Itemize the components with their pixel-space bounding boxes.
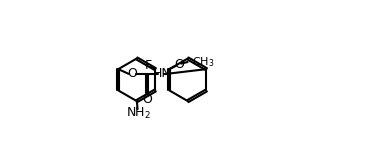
Text: CH$_3$: CH$_3$ [192, 55, 215, 69]
Text: O: O [175, 58, 185, 71]
Text: F: F [145, 59, 152, 73]
Text: O: O [127, 67, 137, 80]
Text: O: O [142, 93, 152, 106]
Text: HN: HN [153, 67, 172, 80]
Text: NH$_2$: NH$_2$ [126, 106, 151, 121]
